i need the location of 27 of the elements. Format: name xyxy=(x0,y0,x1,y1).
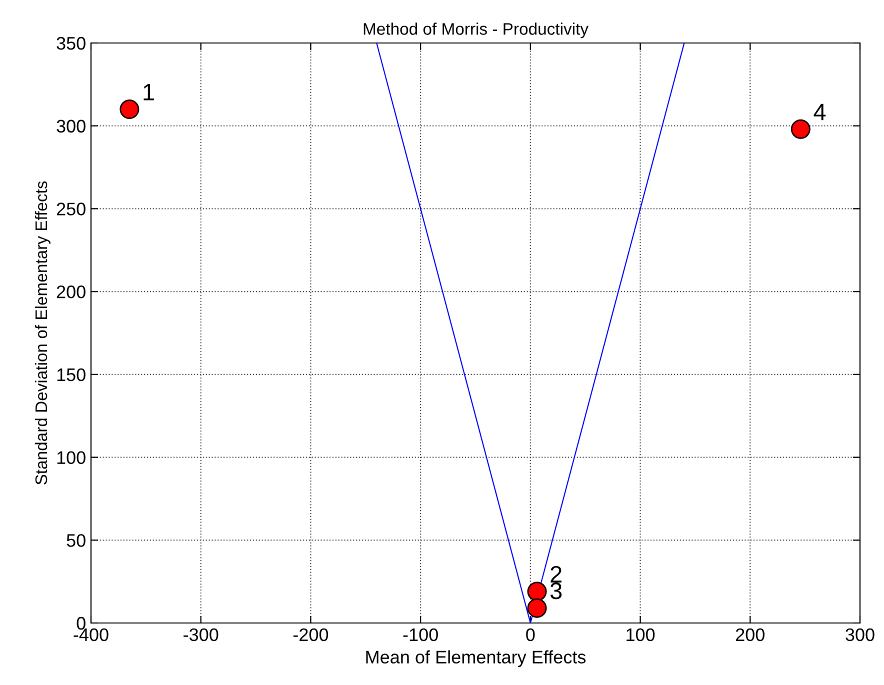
annotation: 2 xyxy=(550,566,562,582)
x-tick-label: -400 xyxy=(74,628,108,642)
y-tick-label: 100 xyxy=(57,451,86,464)
x-axis-title: Mean of Elementary Effects xyxy=(366,650,586,668)
annotation: 3 xyxy=(550,582,562,600)
x-tick-label: 300 xyxy=(846,628,874,642)
point xyxy=(527,582,547,602)
x-tick-label: -100 xyxy=(403,628,438,642)
y-tick-label: 200 xyxy=(56,286,86,298)
y-tick-label: 300 xyxy=(56,120,86,133)
annotation: 1 xyxy=(144,84,154,100)
chart-title: Method of Morris - Productivity xyxy=(364,22,588,38)
x-tick-label: -300 xyxy=(184,628,218,642)
x-tick-label: -200 xyxy=(293,628,328,642)
y-tick-label: 250 xyxy=(56,202,86,216)
annotation: 4 xyxy=(814,104,826,120)
y-tick-label: 150 xyxy=(57,368,86,382)
y-tick-label: 0 xyxy=(76,616,86,630)
point xyxy=(527,598,547,618)
x-tick-label: 100 xyxy=(626,628,655,642)
y-axis-title: Standard Deviation of Elementary Effects xyxy=(34,181,50,484)
point xyxy=(790,119,810,139)
y-tick-label: 350 xyxy=(56,36,86,50)
point xyxy=(120,100,140,120)
x-tick-label: 0 xyxy=(526,628,535,642)
x-tick-label: 200 xyxy=(736,628,764,642)
y-tick-label: 50 xyxy=(66,534,86,547)
